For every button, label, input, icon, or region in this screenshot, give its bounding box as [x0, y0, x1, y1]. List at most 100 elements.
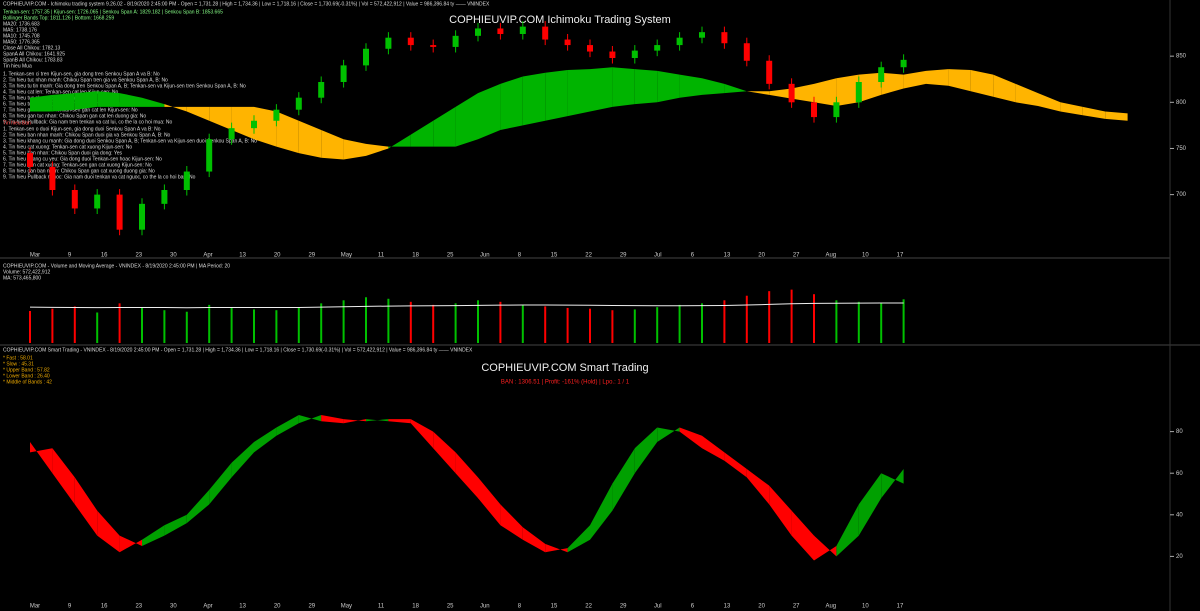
candle-body	[811, 102, 817, 118]
volume-bar	[656, 307, 659, 343]
signal-band	[634, 427, 658, 474]
cloud-segment	[926, 69, 949, 86]
signal-line: 8. Tin hieu gan ban nhan: Chikou Span ga…	[3, 168, 155, 174]
cloud-segment	[410, 120, 434, 147]
info-line: MA5: 1738.176	[3, 27, 37, 33]
cloud-segment	[478, 83, 501, 140]
candle-body	[452, 35, 459, 47]
legend-entry: * Fast : 58.01	[3, 355, 33, 361]
volume-bar	[499, 301, 502, 343]
signal-line: 3. Tin hieu tu tin manh: Gia dong tren S…	[3, 83, 246, 89]
x-tick-label: 20	[274, 604, 281, 610]
signal-band	[455, 452, 478, 499]
candle-body	[363, 48, 369, 66]
volume-bar	[589, 308, 591, 343]
cloud-segment	[119, 93, 142, 107]
candle-body	[228, 128, 235, 140]
signal-band	[164, 514, 187, 536]
signal-band	[679, 427, 702, 449]
x-tick-label: 25	[447, 253, 454, 259]
x-tick-label: Jul	[654, 253, 662, 259]
cloud-segment	[590, 67, 613, 112]
cloud-segment	[567, 69, 590, 117]
signal-band	[433, 431, 456, 474]
cloud-segment	[545, 70, 568, 121]
info-line: Close All Chikou: 1782.13	[3, 45, 60, 51]
volume-bar	[857, 301, 860, 343]
candle-body	[631, 50, 638, 58]
volume-bar	[544, 306, 547, 343]
ma-line	[29, 302, 904, 309]
legend-entry: * Middle of Bands : 42	[3, 379, 52, 385]
cloud-segment	[769, 88, 792, 99]
x-tick-label: 22	[585, 604, 592, 610]
volume-bar	[454, 303, 457, 343]
cloud-segment	[634, 69, 658, 105]
cloud-segment	[836, 74, 859, 106]
volume-bar	[29, 310, 31, 343]
x-tick-label: Apr	[203, 253, 212, 259]
info-line: Tenkan-sen: 1757.35 | Kijun-sen: 1726.06…	[3, 9, 223, 15]
legend-entry: * Slow : 45.31	[3, 361, 34, 367]
x-tick-label: 8	[518, 253, 522, 259]
signal-band	[366, 419, 389, 422]
signal-band	[724, 452, 747, 478]
info-line: MA10: 1745.708	[3, 33, 40, 39]
x-tick-label: 11	[378, 604, 385, 610]
x-tick-label: 9	[68, 604, 72, 610]
x-tick-label: 11	[378, 253, 385, 259]
volume-bar	[880, 303, 883, 343]
volume-bar	[633, 309, 636, 343]
volume-bar	[73, 306, 76, 343]
cloud-segment	[74, 91, 98, 110]
panel-title: COPHIEUVIP.COM - Ichimoku trading system…	[3, 1, 490, 7]
volume-bar	[745, 295, 748, 343]
volume-bar	[51, 308, 54, 343]
panel-title: COPHIEUVIP.COM Smart Trading - VNINDEX -…	[3, 347, 473, 353]
signal-band	[746, 469, 770, 505]
candle-body	[49, 166, 56, 190]
cloud-segment	[321, 130, 344, 160]
volume-bar	[230, 307, 233, 343]
x-tick-label: Mar	[30, 604, 40, 610]
cloud-segment	[814, 78, 837, 106]
signal-band	[52, 448, 75, 505]
y-tick-label: 800	[1176, 100, 1187, 106]
candle-body	[183, 171, 190, 190]
volume-bar	[208, 304, 211, 343]
candle-body	[743, 43, 750, 61]
x-tick-label: 20	[758, 253, 765, 259]
cloud-segment	[948, 69, 971, 92]
signal-band	[97, 510, 120, 553]
cloud-segment	[142, 97, 165, 107]
signal-band	[209, 462, 232, 505]
x-tick-label: 25	[447, 604, 454, 610]
x-tick-label: Aug	[825, 253, 836, 259]
signal-line: 8. Tin hieu gan tuc nhan: Chikou Span ga…	[3, 113, 146, 119]
cloud-segment	[724, 83, 747, 94]
cloud-segment	[858, 72, 882, 103]
volume-bar	[611, 310, 614, 343]
x-tick-label: 10	[862, 604, 869, 610]
candle-body	[251, 120, 257, 129]
x-tick-label: 23	[135, 253, 142, 259]
cloud-segment	[679, 74, 702, 98]
volume-bar	[835, 300, 838, 343]
y-tick-label: 60	[1176, 471, 1183, 477]
x-tick-label: 15	[551, 253, 558, 259]
signal-band	[612, 448, 635, 511]
signal-band	[814, 535, 837, 561]
x-tick-label: Mar	[30, 253, 40, 259]
candle-body	[855, 82, 862, 103]
cloud-segment	[612, 67, 635, 107]
volume-bar	[253, 309, 255, 343]
sell-label: Tin hieu Ban	[3, 120, 31, 126]
signal-band	[298, 414, 322, 424]
info-line: MA20: 1736.683	[3, 21, 40, 27]
x-tick-label: 15	[551, 604, 558, 610]
signal-band	[836, 504, 859, 557]
candle-body	[94, 194, 101, 209]
volume-bar	[566, 307, 569, 343]
